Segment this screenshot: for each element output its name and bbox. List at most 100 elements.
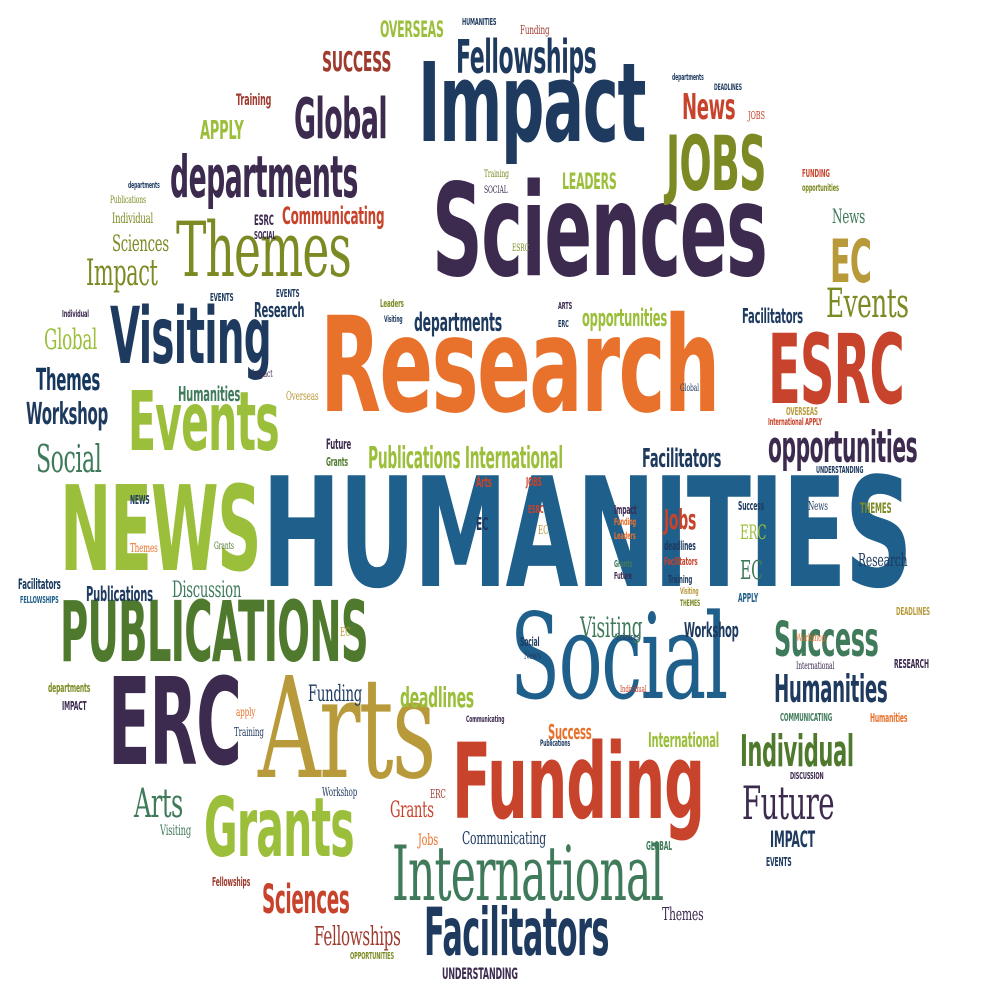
cloud-word: International — [648, 728, 719, 752]
cloud-word: Grants — [204, 781, 355, 876]
cloud-word: Individual — [620, 685, 647, 695]
cloud-word: RESEARCH — [894, 657, 929, 671]
cloud-word: THEMES — [680, 599, 701, 609]
cloud-word: departments — [48, 681, 91, 695]
cloud-word: DISCUSSION — [790, 771, 824, 782]
cloud-word: Future — [614, 571, 632, 582]
cloud-word: Workshop — [322, 785, 358, 799]
cloud-word: deadlines — [664, 539, 696, 553]
cloud-word: Social — [36, 437, 102, 481]
cloud-word: International — [796, 661, 835, 672]
cloud-word: Jobs — [418, 830, 438, 849]
cloud-word: DEADLINES — [714, 83, 742, 93]
cloud-word: Sciences — [262, 877, 350, 923]
cloud-word: HUMANITIES — [262, 445, 913, 622]
cloud-word: Arts — [134, 781, 183, 827]
cloud-word: opportunities — [582, 304, 667, 332]
cloud-word: Funding — [308, 682, 362, 707]
cloud-word: Global — [294, 87, 388, 152]
cloud-word: IMPACT — [770, 828, 815, 853]
cloud-word: Visiting — [160, 823, 192, 839]
cloud-word: EVENTS — [276, 287, 300, 300]
cloud-word: International APPLY — [768, 417, 822, 428]
cloud-word: Visiting — [384, 315, 403, 325]
cloud-word: News — [682, 87, 736, 128]
cloud-word: UNDERSTANDING — [816, 465, 864, 476]
cloud-word: Themes — [36, 363, 101, 398]
cloud-word: Training — [234, 725, 264, 739]
cloud-word: Overseas — [286, 389, 319, 403]
cloud-word: ERC — [430, 787, 446, 801]
cloud-word: EC — [476, 514, 489, 535]
cloud-word: EC — [740, 556, 763, 586]
cloud-word: APPLY — [200, 116, 244, 146]
cloud-word: Grants — [214, 541, 234, 552]
cloud-word: FUNDING — [802, 167, 830, 180]
cloud-word: COMMUNICATING — [780, 711, 833, 724]
cloud-word: Grants — [326, 455, 348, 469]
cloud-word: Success — [738, 499, 765, 513]
cloud-word: Impact — [86, 253, 158, 294]
cloud-word: International — [392, 829, 664, 918]
cloud-word: Arts — [258, 648, 436, 811]
cloud-word: HUMANITIES — [462, 17, 497, 28]
cloud-word: Global — [44, 323, 98, 356]
cloud-word: Themes — [130, 541, 158, 555]
cloud-word: News — [808, 499, 828, 513]
cloud-word: Leaders — [380, 297, 404, 310]
cloud-word: OVERSEAS — [786, 405, 818, 418]
cloud-word: UNDERSTANDING — [442, 964, 518, 983]
cloud-word: Facilitators — [18, 577, 61, 593]
cloud-word: OVERSEAS — [380, 18, 444, 43]
cloud-word: Sciences — [616, 633, 640, 643]
cloud-word: DEADLINES — [896, 605, 931, 618]
cloud-word: Facilitators — [424, 894, 609, 971]
cloud-word: Social — [510, 588, 728, 726]
cloud-word: Visiting — [680, 587, 699, 597]
cloud-word: Impact — [418, 39, 646, 167]
cloud-word: Individual — [112, 211, 154, 227]
cloud-word: Discussion — [172, 578, 242, 603]
cloud-word: ESRC — [528, 503, 544, 516]
cloud-word: Grants — [614, 559, 633, 570]
cloud-word: JOBS — [666, 119, 767, 208]
cloud-word: Individual — [62, 309, 89, 320]
cloud-word: ESRC — [254, 213, 274, 229]
cloud-word: ARTS — [558, 301, 573, 312]
cloud-word: Publications — [110, 195, 146, 206]
cloud-word: ERC — [740, 520, 767, 544]
cloud-word: Themes — [662, 904, 704, 925]
cloud-word: Individual — [740, 726, 854, 777]
cloud-word: Communicating — [462, 828, 546, 849]
cloud-word: Training — [236, 90, 272, 109]
cloud-word: Fellowships — [314, 922, 401, 952]
cloud-word: NEWS — [60, 460, 261, 598]
cloud-word: Publications International — [368, 441, 563, 476]
cloud-word: Training — [484, 169, 509, 180]
cloud-word: PUBLICATIONS — [60, 583, 369, 681]
cloud-word: apply — [236, 705, 256, 719]
cloud-word: Humanities — [870, 711, 908, 725]
cloud-word: ERC — [558, 319, 569, 330]
cloud-word: Success — [548, 720, 592, 744]
cloud-word: JOBS — [748, 109, 765, 122]
cloud-word: Social — [520, 635, 540, 649]
cloud-word: Facilitators — [642, 444, 722, 474]
cloud-word: ESRC — [768, 314, 905, 426]
cloud-word: EVENTS — [766, 855, 792, 869]
cloud-word: EC — [340, 625, 351, 639]
cloud-word: departments — [672, 73, 704, 83]
cloud-word: Funding — [520, 23, 550, 37]
cloud-word: Impact — [614, 503, 637, 517]
cloud-word: Fellowships — [456, 30, 597, 84]
cloud-word: Publications — [86, 582, 153, 606]
cloud-word: Humanities — [178, 382, 241, 406]
cloud-word: Jobs — [664, 503, 697, 536]
cloud-word: Sciences — [112, 232, 169, 257]
cloud-word: News — [832, 204, 866, 228]
cloud-word: Facilitators — [664, 555, 698, 568]
cloud-word: Arts — [476, 475, 492, 491]
cloud-word: Workshop — [796, 633, 826, 644]
cloud-word: Funding — [614, 517, 637, 528]
